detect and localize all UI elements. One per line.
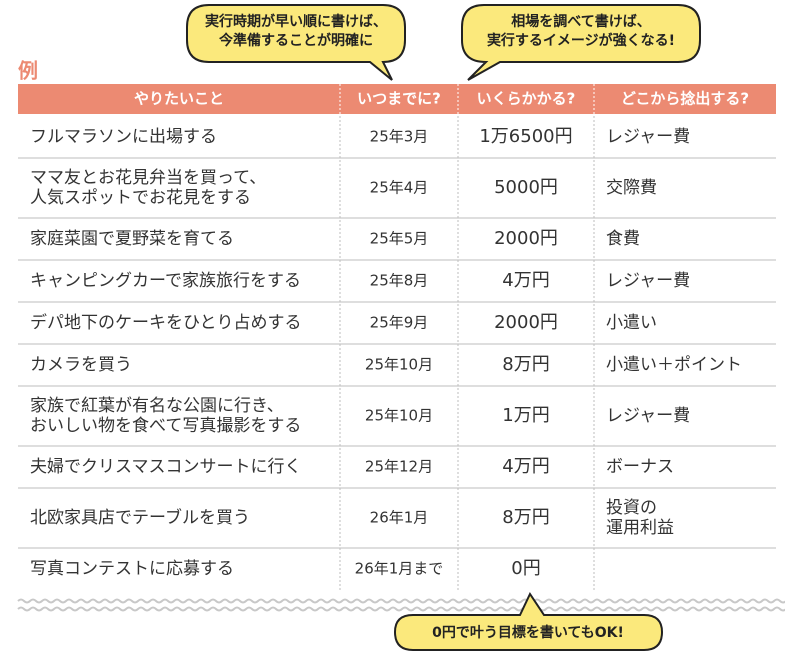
table-cell: 食費 [606, 229, 640, 249]
table-cell: 25年3月 [370, 128, 429, 146]
callout-text: 実行時期が早い順に書けば、 [205, 13, 387, 30]
table-cell: フルマラソンに出場する [30, 127, 217, 147]
table-cell: 2000円 [494, 228, 558, 249]
table-cell: 人気スポットでお花見をする [30, 188, 251, 208]
column-header: どこから捻出する? [621, 90, 749, 108]
callout-bubble [461, 4, 701, 81]
table-cell: キャンピングカーで家族旅行をする [30, 271, 301, 291]
table-cell: レジャー費 [606, 271, 690, 291]
table-cell: 運用利益 [606, 518, 674, 538]
callout-bubble [186, 4, 406, 81]
table-cell: ママ友とお花見弁当を買って、 [30, 168, 266, 188]
table-cell: 夫婦でクリスマスコンサートに行く [30, 457, 302, 477]
column-header: やりたいこと [134, 90, 224, 108]
wave-line [17, 598, 785, 604]
table-cell: 北欧家具店でテーブルを買う [30, 507, 250, 528]
table-cell: 4万円 [502, 456, 549, 477]
table-cell: レジャー費 [606, 127, 690, 147]
table-cell: 0円 [511, 558, 540, 579]
table-cell: 家族で紅葉が有名な公園に行き、 [30, 396, 284, 416]
table-cell: 1万6500円 [479, 126, 572, 147]
table-cell: 交際費 [606, 178, 657, 198]
callout-bubble [393, 591, 664, 651]
table-cell: 8万円 [502, 507, 549, 528]
column-header: いつまでに? [357, 90, 441, 108]
example-label: 例 [18, 59, 38, 83]
table-cell: 小遣い [606, 313, 657, 333]
table-header-bg [18, 84, 776, 114]
table-cell: 4万円 [502, 270, 549, 291]
table-cell: 26年1月まで [355, 560, 444, 578]
table-cell: 8万円 [502, 354, 549, 375]
table-cell: レジャー費 [606, 406, 690, 426]
table-cell: 25年10月 [365, 356, 433, 374]
table-cell: 写真コンテストに応募する [30, 559, 234, 579]
wave-line [17, 606, 785, 612]
table-cell: 26年1月 [370, 509, 429, 527]
table-cell: おいしい物を食べて写真撮影をする [30, 416, 301, 436]
example-tab [8, 56, 44, 86]
table-cell: 25年10月 [365, 407, 433, 425]
table-cell: 25年4月 [370, 179, 429, 197]
callout-text: 相場を調べて書けば、 [511, 13, 650, 30]
table-cell: カメラを買う [30, 355, 132, 375]
table-cell: ボーナス [606, 457, 674, 477]
table-cell: 25年9月 [370, 314, 429, 332]
table-cell: 25年12月 [365, 458, 433, 476]
table-cell: 25年8月 [370, 272, 429, 290]
table-cell: 5000円 [494, 177, 558, 198]
callout-text: 実行するイメージが強くなる! [487, 32, 675, 49]
table-cell: 家庭菜園で夏野菜を育てる [30, 229, 234, 249]
table-cell: 投資の [606, 498, 657, 518]
table-cell: 25年5月 [370, 230, 429, 248]
table-cell: 2000円 [494, 312, 558, 333]
table-cell: 1万円 [502, 405, 549, 426]
table-cell: 小遣い＋ポイント [606, 355, 742, 375]
callout-text: 0円で叶う目標を書いてもOK! [432, 624, 624, 641]
callout-text: 今準備することが明確に [218, 32, 373, 49]
column-header: いくらかかる? [477, 90, 576, 108]
table-cell: デパ地下のケーキをひとり占めする [30, 312, 302, 333]
wavy-border [17, 598, 785, 612]
